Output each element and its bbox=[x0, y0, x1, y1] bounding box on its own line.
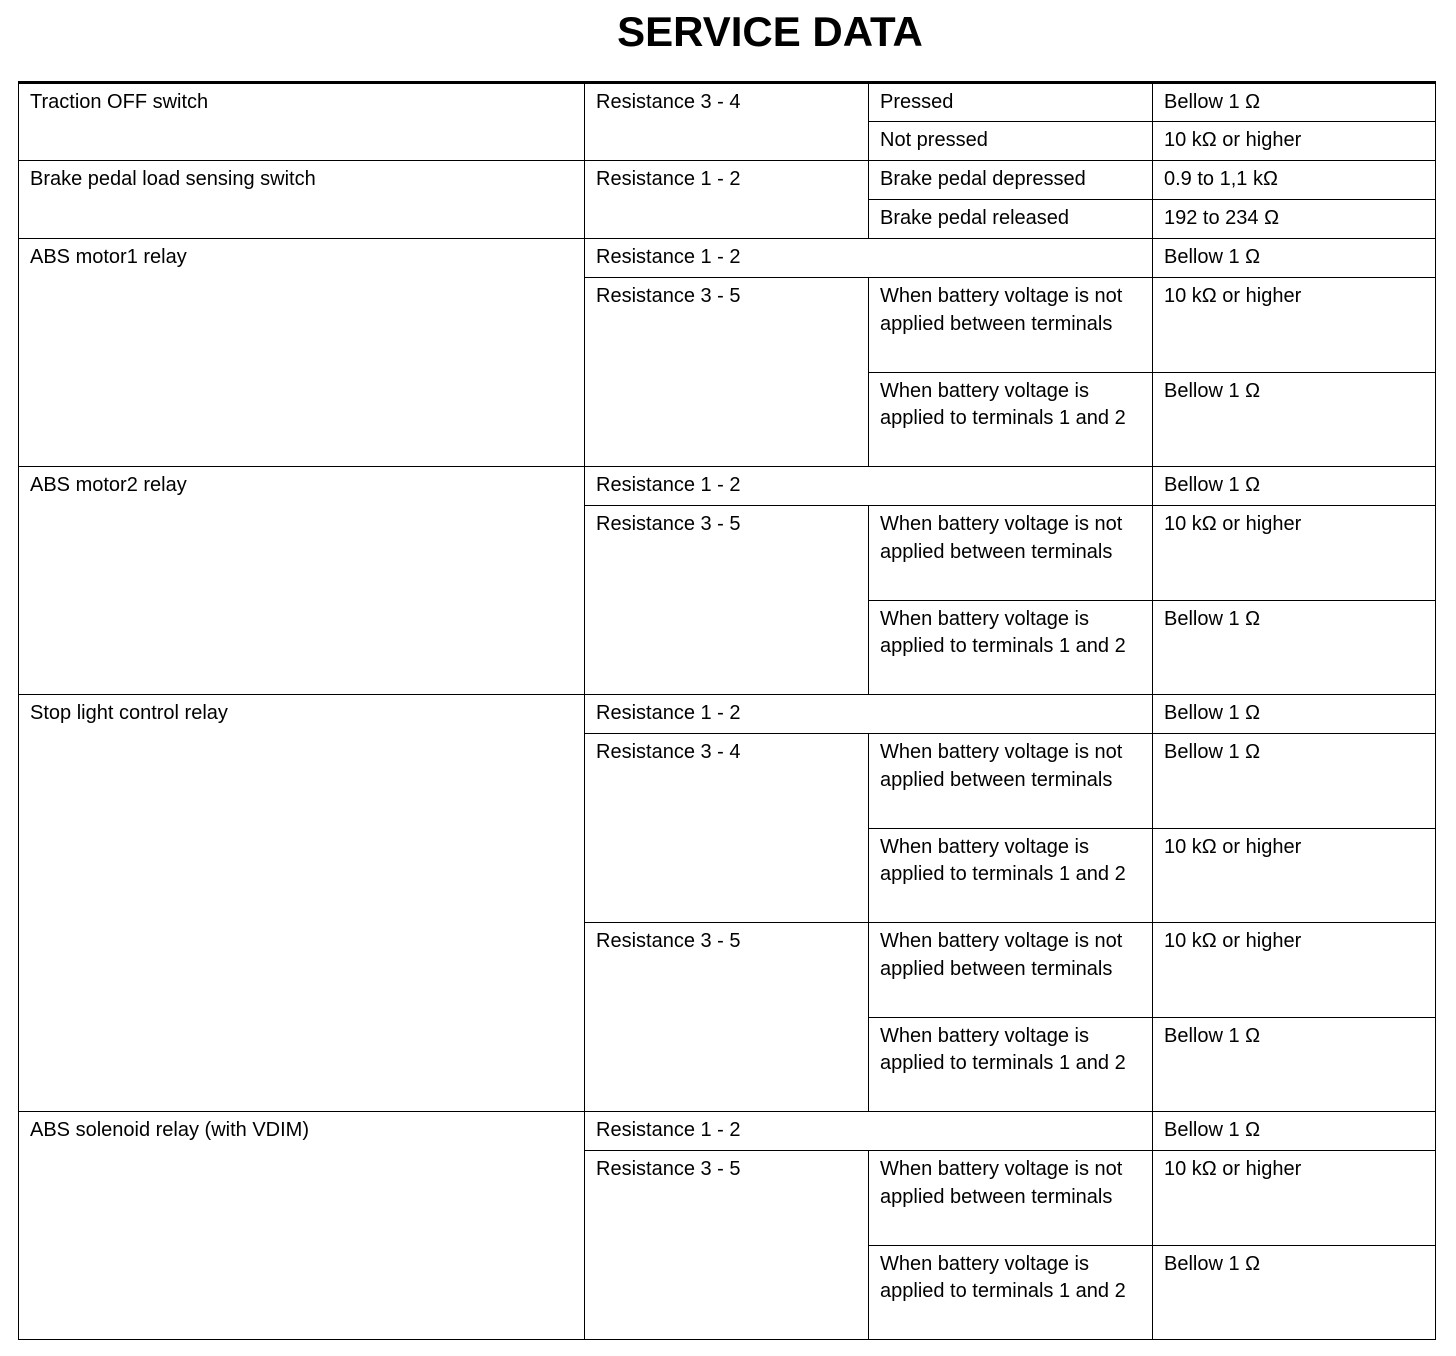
component-cell: ABS motor1 relay bbox=[18, 238, 585, 467]
terminal-cell: Resistance 3 - 5 bbox=[584, 505, 869, 695]
value-cell: Bellow 1 Ω bbox=[1152, 371, 1436, 467]
component-cell: ABS solenoid relay (with VDIM) bbox=[18, 1111, 585, 1340]
table-row: When battery voltage is applied to termi… bbox=[19, 599, 1436, 695]
value-cell: Bellow 1 Ω bbox=[1152, 694, 1436, 734]
table-row: When battery voltage is applied to termi… bbox=[19, 1016, 1436, 1112]
terminal-cell: Resistance 1 - 2 bbox=[584, 694, 1153, 734]
table-row: When battery voltage is applied to termi… bbox=[19, 371, 1436, 467]
value-cell: 10 kΩ or higher bbox=[1152, 827, 1436, 923]
component-cell: Traction OFF switch bbox=[18, 82, 585, 161]
value-cell: Bellow 1 Ω bbox=[1152, 733, 1436, 829]
table-row: Resistance 3 - 5 When battery voltage is… bbox=[19, 505, 1436, 695]
condition-cell: Brake pedal released bbox=[868, 199, 1153, 239]
value-cell: 192 to 234 Ω bbox=[1152, 199, 1436, 239]
condition-cell: When battery voltage is not applied betw… bbox=[868, 1150, 1153, 1246]
terminal-cell: Resistance 1 - 2 bbox=[584, 160, 869, 239]
value-cell: 10 kΩ or higher bbox=[1152, 1150, 1436, 1246]
table-row: ABS motor2 relay Resistance 1 - 2 Bellow… bbox=[18, 466, 1436, 695]
table-row: Resistance 3 - 4 When battery voltage is… bbox=[19, 733, 1436, 923]
value-cell: 10 kΩ or higher bbox=[1152, 121, 1436, 161]
value-cell: Bellow 1 Ω bbox=[1152, 599, 1436, 695]
condition-cell: When battery voltage is not applied betw… bbox=[868, 277, 1153, 373]
condition-cell: When battery voltage is not applied betw… bbox=[868, 505, 1153, 601]
table-row: ABS solenoid relay (with VDIM) Resistanc… bbox=[18, 1111, 1436, 1340]
terminal-cell: Resistance 1 - 2 bbox=[584, 238, 1153, 278]
table-row: When battery voltage is applied to termi… bbox=[19, 1244, 1436, 1340]
value-cell: 10 kΩ or higher bbox=[1152, 277, 1436, 373]
condition-cell: Brake pedal depressed bbox=[868, 160, 1153, 200]
table-row: Resistance 3 - 5 When battery voltage is… bbox=[19, 277, 1436, 467]
condition-cell: When battery voltage is applied to termi… bbox=[868, 1244, 1153, 1340]
terminal-cell: Resistance 1 - 2 bbox=[584, 466, 1153, 506]
value-cell: Bellow 1 Ω bbox=[1152, 238, 1436, 278]
table-row: Resistance 3 - 5 When battery voltage is… bbox=[19, 922, 1436, 1112]
value-cell: Bellow 1 Ω bbox=[1152, 1016, 1436, 1112]
component-cell: Stop light control relay bbox=[18, 694, 585, 1112]
component-cell: ABS motor2 relay bbox=[18, 466, 585, 695]
condition-cell: Not pressed bbox=[868, 121, 1153, 161]
condition-cell: When battery voltage is applied to termi… bbox=[868, 827, 1153, 923]
page-title: SERVICE DATA bbox=[617, 8, 923, 55]
component-cell: Brake pedal load sensing switch bbox=[18, 160, 585, 239]
table-row: Brake pedal load sensing switch Resistan… bbox=[18, 160, 1436, 239]
value-cell: 10 kΩ or higher bbox=[1152, 505, 1436, 601]
service-data-table: Traction OFF switch Resistance 3 - 4 Pre… bbox=[18, 81, 1436, 1340]
table-row: Stop light control relay Resistance 1 - … bbox=[18, 694, 1436, 1112]
table-row: Traction OFF switch Resistance 3 - 4 Pre… bbox=[18, 82, 1436, 161]
terminal-cell: Resistance 3 - 4 bbox=[584, 733, 869, 923]
condition-cell: When battery voltage is applied to termi… bbox=[868, 1016, 1153, 1112]
condition-cell: When battery voltage is not applied betw… bbox=[868, 922, 1153, 1018]
terminal-cell: Resistance 3 - 4 bbox=[584, 82, 869, 161]
terminal-cell: Resistance 3 - 5 bbox=[584, 922, 869, 1112]
table-row: Resistance 3 - 5 When battery voltage is… bbox=[19, 1150, 1436, 1340]
table-row: ABS motor1 relay Resistance 1 - 2 Bellow… bbox=[18, 238, 1436, 467]
terminal-cell: Resistance 1 - 2 bbox=[584, 1111, 1153, 1151]
table-row: When battery voltage is applied to termi… bbox=[19, 827, 1436, 923]
terminal-cell: Resistance 3 - 5 bbox=[584, 277, 869, 467]
condition-cell: When battery voltage is applied to termi… bbox=[868, 371, 1153, 467]
condition-cell: Pressed bbox=[868, 82, 1153, 122]
condition-cell: When battery voltage is applied to termi… bbox=[868, 599, 1153, 695]
condition-cell: When battery voltage is not applied betw… bbox=[868, 733, 1153, 829]
value-cell: Bellow 1 Ω bbox=[1152, 82, 1436, 122]
value-cell: 0.9 to 1,1 kΩ bbox=[1152, 160, 1436, 200]
value-cell: Bellow 1 Ω bbox=[1152, 1111, 1436, 1151]
table-row: Not pressed 10 kΩ or higher bbox=[19, 121, 1436, 161]
value-cell: Bellow 1 Ω bbox=[1152, 1244, 1436, 1340]
value-cell: 10 kΩ or higher bbox=[1152, 922, 1436, 1018]
terminal-cell: Resistance 3 - 5 bbox=[584, 1150, 869, 1340]
table-row: Brake pedal released 192 to 234 Ω bbox=[19, 199, 1436, 239]
value-cell: Bellow 1 Ω bbox=[1152, 466, 1436, 506]
